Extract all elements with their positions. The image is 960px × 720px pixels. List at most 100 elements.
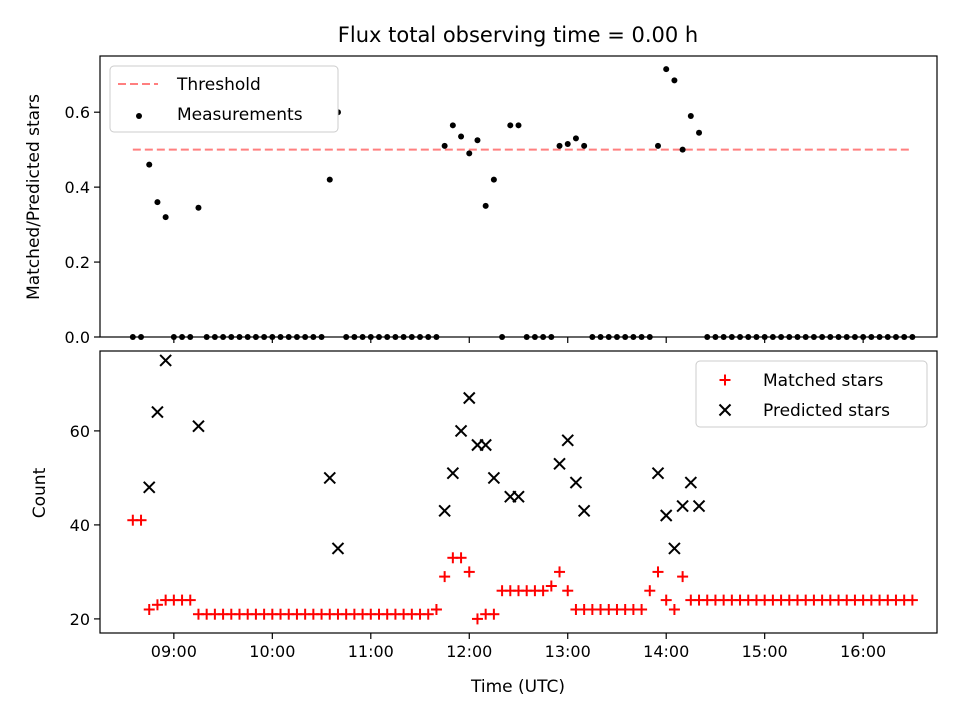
legend-predicted-swatch	[718, 403, 732, 417]
measurement-point	[655, 142, 661, 149]
predicted-star-point	[331, 542, 345, 555]
matched-star-point	[430, 604, 442, 615]
predicted-star-point	[651, 466, 665, 480]
predicted-star-point	[684, 476, 698, 489]
legend-threshold-label: Threshold	[176, 75, 261, 95]
measurement-point	[572, 135, 579, 142]
matched-star-point	[135, 514, 147, 526]
matched-star-point	[660, 594, 672, 606]
bottom-axes-frame	[99, 350, 938, 634]
matched-star-point	[471, 613, 483, 625]
measurement-point	[474, 137, 481, 144]
legend-matched-swatch	[719, 374, 731, 386]
predicted-star-point	[463, 391, 476, 405]
bottom-legend-box	[695, 360, 928, 428]
measurement-point	[515, 122, 522, 129]
bottom-xtick-label: 11:00	[348, 642, 394, 661]
matched-star-point	[439, 571, 451, 583]
predicted-star-point	[668, 542, 681, 555]
matched-star-point	[562, 585, 574, 597]
matched-star-point	[463, 566, 475, 578]
predicted-star-point	[553, 457, 566, 471]
measurement-point	[326, 176, 333, 183]
matched-star-point	[636, 604, 648, 615]
predicted-star-point	[659, 509, 673, 522]
measurement-point	[564, 141, 571, 148]
legend-matched-label: Matched stars	[763, 371, 883, 391]
measurement-point	[696, 129, 703, 136]
predicted-star-point	[692, 499, 706, 513]
predicted-star-point	[159, 354, 172, 367]
measurement-point	[490, 176, 497, 183]
predicted-star-point	[438, 504, 451, 518]
matched-star-point	[545, 580, 557, 592]
measurement-point	[679, 146, 686, 153]
matched-star-point	[184, 594, 196, 606]
bottom-xtick-label: 10:00	[249, 642, 295, 661]
predicted-star-point	[561, 434, 574, 447]
predicted-star-point	[143, 481, 156, 494]
top-ytick-label: 0.2	[65, 253, 90, 272]
measurement-point	[482, 202, 489, 209]
predicted-star-point	[577, 504, 591, 518]
measurement-point	[449, 122, 456, 129]
measurement-point	[556, 142, 563, 149]
measurement-point	[687, 112, 694, 119]
top-legend: Threshold Measurements	[109, 65, 339, 133]
matched-star-point	[644, 585, 656, 597]
measurement-point	[441, 142, 448, 149]
top-axes: 0.0 0.2 0.4 0.6 Threshold Measurements	[65, 55, 938, 347]
matched-star-point	[554, 566, 566, 578]
predicted-star-point	[454, 424, 468, 438]
matched-star-point	[422, 608, 434, 620]
bottom-xtick-label: 15:00	[742, 642, 788, 661]
measurement-point	[581, 142, 588, 149]
measurement-point	[146, 161, 153, 168]
legend-measurements-label: Measurements	[177, 105, 303, 125]
measurement-point	[507, 122, 514, 129]
bottom-legend: Matched stars Predicted stars	[695, 360, 928, 428]
top-axes-frame	[99, 55, 938, 338]
bottom-axes: 20 40 60 09:00 10:00 11:00 12:00 13:00 14:00 15:0…	[70, 350, 938, 661]
predicted-star-point	[479, 438, 492, 452]
matched-star-point	[488, 608, 500, 620]
predicted-star-point	[323, 471, 336, 485]
predicted-star-point	[192, 419, 205, 433]
x-axis-label: Time (UTC)	[470, 677, 565, 697]
matched-star-point	[652, 566, 664, 578]
bottom-xtick-label: 12:00	[446, 642, 492, 661]
measurement-point	[154, 199, 161, 206]
legend-predicted-label: Predicted stars	[763, 401, 890, 421]
measurement-point	[466, 150, 473, 157]
chart-title: Flux total observing time = 0.00 h	[338, 23, 698, 47]
top-y-axis-label: Matched/Predicted stars	[24, 94, 44, 300]
predicted-star-point	[512, 490, 525, 503]
bottom-ytick-label: 60	[70, 422, 90, 441]
matched-star-point	[906, 594, 918, 606]
legend-measurements-swatch	[136, 113, 142, 119]
matched-star-point	[143, 604, 155, 615]
measurement-point	[671, 77, 678, 84]
bottom-xtick-label: 13:00	[545, 642, 591, 661]
predicted-star-point	[569, 476, 583, 489]
predicted-star-point	[676, 499, 689, 513]
bottom-xtick-label: 14:00	[643, 642, 689, 661]
matched-star-point	[151, 599, 163, 611]
measurement-point	[458, 133, 465, 140]
matched-star-point	[668, 604, 680, 615]
bottom-ytick-label: 40	[70, 516, 90, 535]
predicted-star-point	[446, 466, 460, 480]
measurement-point	[162, 214, 169, 221]
measurement-point	[195, 204, 202, 211]
predicted-star-point	[151, 405, 164, 419]
top-ytick-label: 0.0	[65, 328, 90, 347]
matched-star-point	[537, 585, 549, 597]
top-ytick-label: 0.6	[65, 103, 90, 122]
bottom-xtick-label: 16:00	[840, 642, 886, 661]
bottom-ytick-label: 20	[70, 610, 90, 629]
matched-star-point	[455, 552, 467, 564]
top-ytick-label: 0.4	[65, 178, 90, 197]
matched-star-point	[677, 571, 689, 583]
predicted-star-point	[487, 471, 501, 485]
